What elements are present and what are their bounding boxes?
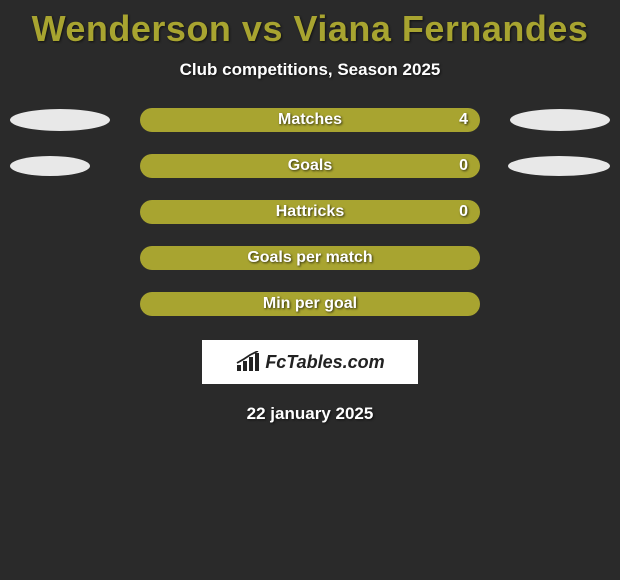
- stat-bar: Goals 0: [140, 154, 480, 178]
- stat-label: Goals per match: [247, 249, 372, 267]
- stat-label: Min per goal: [263, 295, 357, 313]
- right-blob: [510, 109, 610, 131]
- date-text: 22 january 2025: [247, 404, 374, 424]
- right-blob: [508, 156, 610, 176]
- logo-box: FcTables.com: [202, 340, 418, 384]
- stat-rows: Matches 4 Goals 0 Hattricks 0 Goals per match M…: [0, 108, 620, 316]
- stat-row: Min per goal: [0, 292, 620, 316]
- stat-bar: Hattricks 0: [140, 200, 480, 224]
- stat-value: 0: [459, 157, 468, 175]
- page-title: Wenderson vs Viana Fernandes: [32, 8, 589, 50]
- stat-row: Hattricks 0: [0, 200, 620, 224]
- left-blob: [10, 109, 110, 131]
- stat-label: Hattricks: [276, 203, 344, 221]
- left-blob: [10, 156, 90, 176]
- stat-bar: Min per goal: [140, 292, 480, 316]
- stat-row: Matches 4: [0, 108, 620, 132]
- stat-value: 0: [459, 203, 468, 221]
- stat-label: Goals: [288, 157, 332, 175]
- stat-bar: Goals per match: [140, 246, 480, 270]
- stat-row: Goals per match: [0, 246, 620, 270]
- stat-value: 4: [459, 111, 468, 129]
- page-subtitle: Club competitions, Season 2025: [180, 60, 441, 80]
- stat-label: Matches: [278, 111, 342, 129]
- chart-icon: [235, 351, 261, 373]
- comparison-card: Wenderson vs Viana Fernandes Club compet…: [0, 0, 620, 424]
- stat-bar: Matches 4: [140, 108, 480, 132]
- stat-row: Goals 0: [0, 154, 620, 178]
- logo: FcTables.com: [235, 351, 384, 373]
- logo-text: FcTables.com: [265, 352, 384, 373]
